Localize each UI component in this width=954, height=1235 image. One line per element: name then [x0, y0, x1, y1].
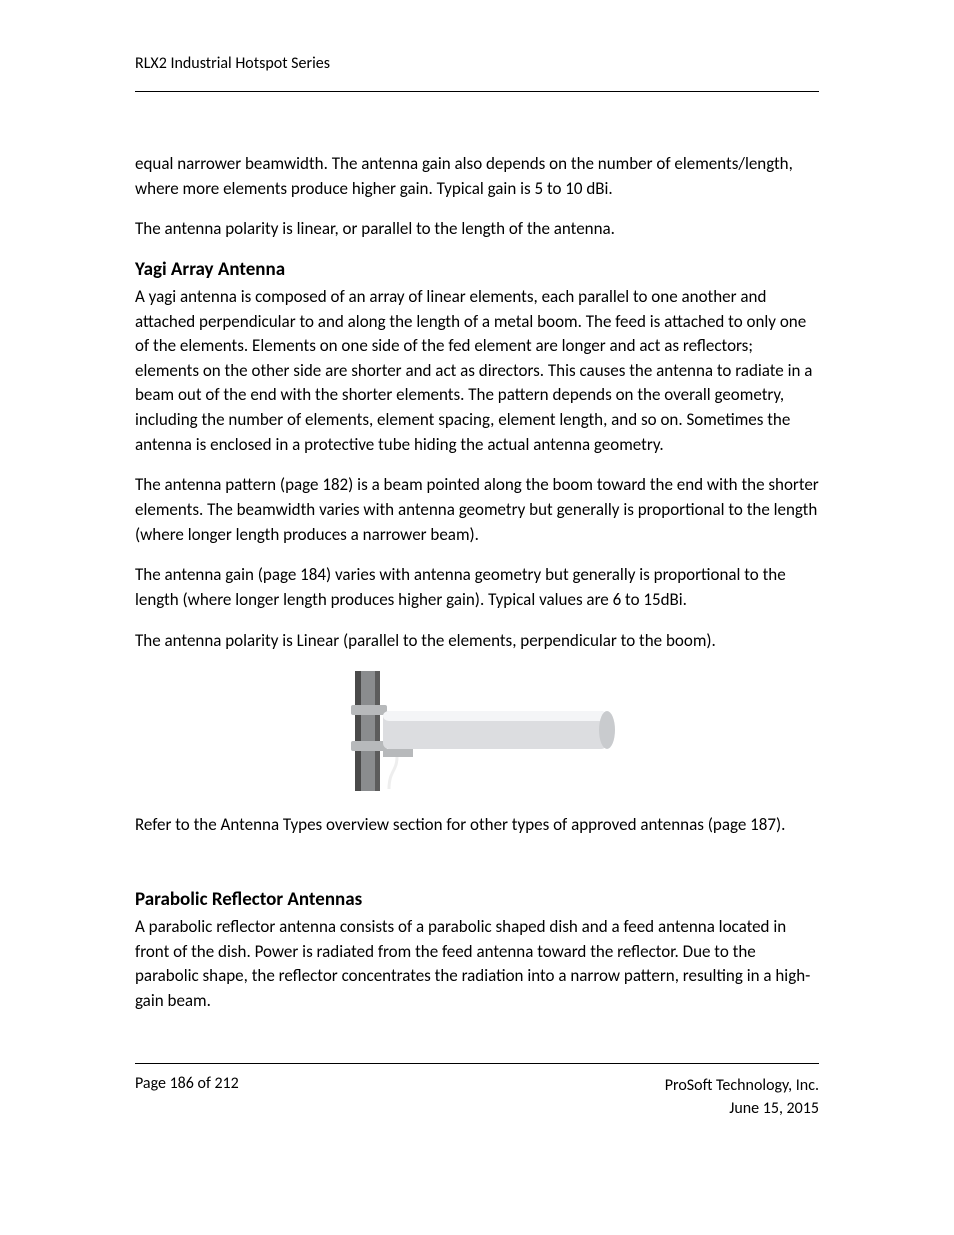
heading-parabolic: Parabolic Reflector Antennas [135, 888, 819, 911]
page-footer: Page 186 of 212 ProSoft Technology, Inc.… [135, 1063, 819, 1120]
page-body: equal narrower beamwidth. The antenna ga… [135, 152, 819, 1013]
body-paragraph: A parabolic reflector antenna consists o… [135, 915, 819, 1014]
page-header: RLX2 Industrial Hotspot Series [135, 54, 819, 92]
header-series-title: RLX2 Industrial Hotspot Series [135, 54, 330, 73]
footer-page-number: Page 186 of 212 [135, 1074, 239, 1093]
footer-right: ProSoft Technology, Inc. June 15, 2015 [665, 1074, 819, 1120]
body-paragraph: The antenna polarity is Linear (parallel… [135, 629, 819, 654]
yagi-antenna-icon [337, 671, 617, 791]
body-paragraph: The antenna polarity is linear, or paral… [135, 217, 819, 242]
body-paragraph: The antenna pattern (page 182) is a beam… [135, 473, 819, 547]
yagi-antenna-figure [135, 671, 819, 791]
body-paragraph: equal narrower beamwidth. The antenna ga… [135, 152, 819, 201]
body-paragraph: The antenna gain (page 184) varies with … [135, 563, 819, 612]
body-paragraph: A yagi antenna is composed of an array o… [135, 285, 819, 457]
footer-company: ProSoft Technology, Inc. [665, 1074, 819, 1097]
body-paragraph: Refer to the Antenna Types overview sect… [135, 813, 819, 838]
document-page: RLX2 Industrial Hotspot Series equal nar… [0, 0, 954, 1235]
heading-yagi: Yagi Array Antenna [135, 258, 819, 281]
footer-date: June 15, 2015 [665, 1097, 819, 1120]
